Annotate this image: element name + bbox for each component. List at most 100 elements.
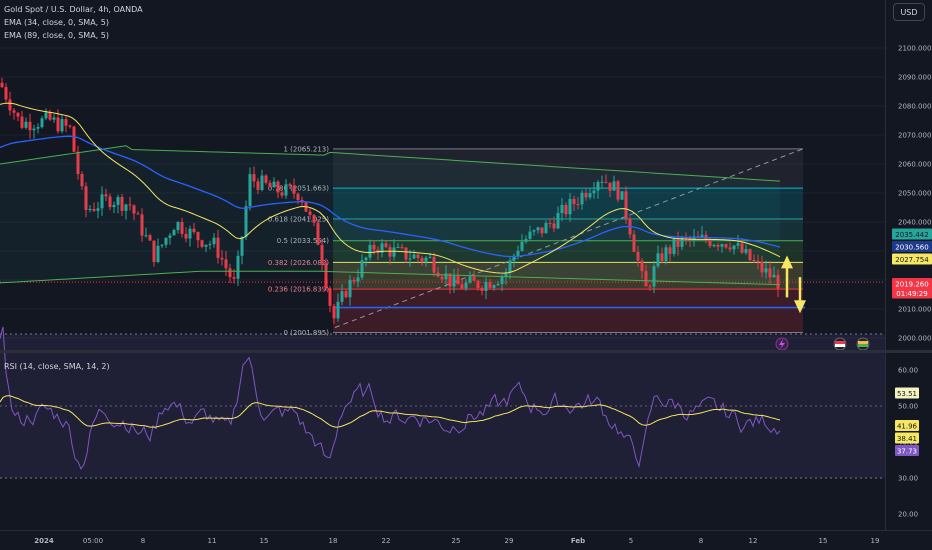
candle[interactable] [488,281,492,288]
candle[interactable] [364,257,368,261]
candle[interactable] [360,260,364,278]
candle[interactable] [644,271,648,287]
candle[interactable] [96,208,100,211]
candle[interactable] [500,277,504,284]
candle[interactable] [680,237,684,247]
candle[interactable] [40,118,44,128]
candle[interactable] [424,257,428,262]
candle[interactable] [748,249,752,260]
candle[interactable] [332,305,336,319]
candle[interactable] [4,87,8,100]
candle[interactable] [544,223,548,234]
flash-icon[interactable] [779,339,785,349]
candle[interactable] [32,128,36,131]
candle[interactable] [412,254,416,259]
candle[interactable] [296,193,300,200]
candle[interactable] [356,277,360,282]
candle[interactable] [596,182,600,191]
fib-zone[interactable] [333,188,803,220]
candle[interactable] [328,288,332,306]
candle[interactable] [684,237,688,239]
candle[interactable] [520,241,524,251]
candle[interactable] [232,277,236,279]
candle[interactable] [220,257,224,260]
candle[interactable] [128,204,132,206]
candle[interactable] [200,240,204,247]
candle[interactable] [352,279,356,282]
candle[interactable] [428,256,432,258]
candle[interactable] [184,233,188,239]
candle[interactable] [288,184,292,187]
candle[interactable] [276,181,280,193]
candle[interactable] [132,205,136,214]
candle[interactable] [372,244,376,250]
candle[interactable] [632,234,636,252]
candle[interactable] [712,244,716,247]
candle[interactable] [108,196,112,208]
candle[interactable] [396,246,400,248]
candle[interactable] [256,181,260,191]
candle[interactable] [640,260,644,272]
candle[interactable] [504,272,508,278]
candle[interactable] [476,280,480,289]
candle[interactable] [532,230,536,232]
candle[interactable] [320,244,324,264]
candle[interactable] [380,243,384,253]
candle[interactable] [516,250,520,256]
candle[interactable] [400,246,404,248]
candle[interactable] [528,231,532,239]
candle[interactable] [728,247,732,250]
candle[interactable] [392,247,396,257]
candle[interactable] [368,244,372,258]
candle[interactable] [312,214,316,223]
candle[interactable] [88,208,92,211]
candle[interactable] [484,281,488,291]
fib-zone[interactable] [333,240,803,263]
candle[interactable] [376,249,380,253]
candle[interactable] [52,117,56,120]
candle[interactable] [84,186,88,211]
candle[interactable] [408,258,412,260]
candle[interactable] [732,245,736,250]
candle[interactable] [284,184,288,196]
candle[interactable] [224,259,228,269]
candle[interactable] [340,291,344,302]
candle[interactable] [676,238,680,247]
candle[interactable] [660,253,664,261]
fib-zone[interactable] [333,262,803,290]
candle[interactable] [524,238,528,242]
candle[interactable] [44,112,48,119]
candle[interactable] [756,260,760,262]
candle[interactable] [468,276,472,283]
candle[interactable] [536,227,540,231]
candle[interactable] [140,214,144,236]
candle[interactable] [124,204,128,211]
fib-zone[interactable] [333,148,803,189]
candle[interactable] [556,212,560,229]
candle[interactable] [624,191,628,219]
candle[interactable] [708,240,712,247]
candle[interactable] [584,192,588,198]
candle[interactable] [212,237,216,245]
candle[interactable] [228,268,232,278]
candle[interactable] [752,259,756,261]
candle[interactable] [548,223,552,225]
rsi-legend[interactable]: RSI (14, close, SMA, 14, 2) [4,362,110,371]
candle[interactable] [68,125,72,127]
candle[interactable] [92,208,96,211]
candle[interactable] [196,231,200,241]
candle[interactable] [216,237,220,258]
candle[interactable] [60,119,64,132]
candle[interactable] [76,151,80,175]
candle[interactable] [440,276,444,280]
candle[interactable] [736,243,740,246]
candle[interactable] [700,234,704,237]
candle[interactable] [464,282,468,289]
candle[interactable] [64,119,68,126]
candle[interactable] [344,291,348,298]
candle[interactable] [268,182,272,188]
candle[interactable] [560,204,564,213]
candle[interactable] [404,247,408,260]
candle[interactable] [492,285,496,288]
